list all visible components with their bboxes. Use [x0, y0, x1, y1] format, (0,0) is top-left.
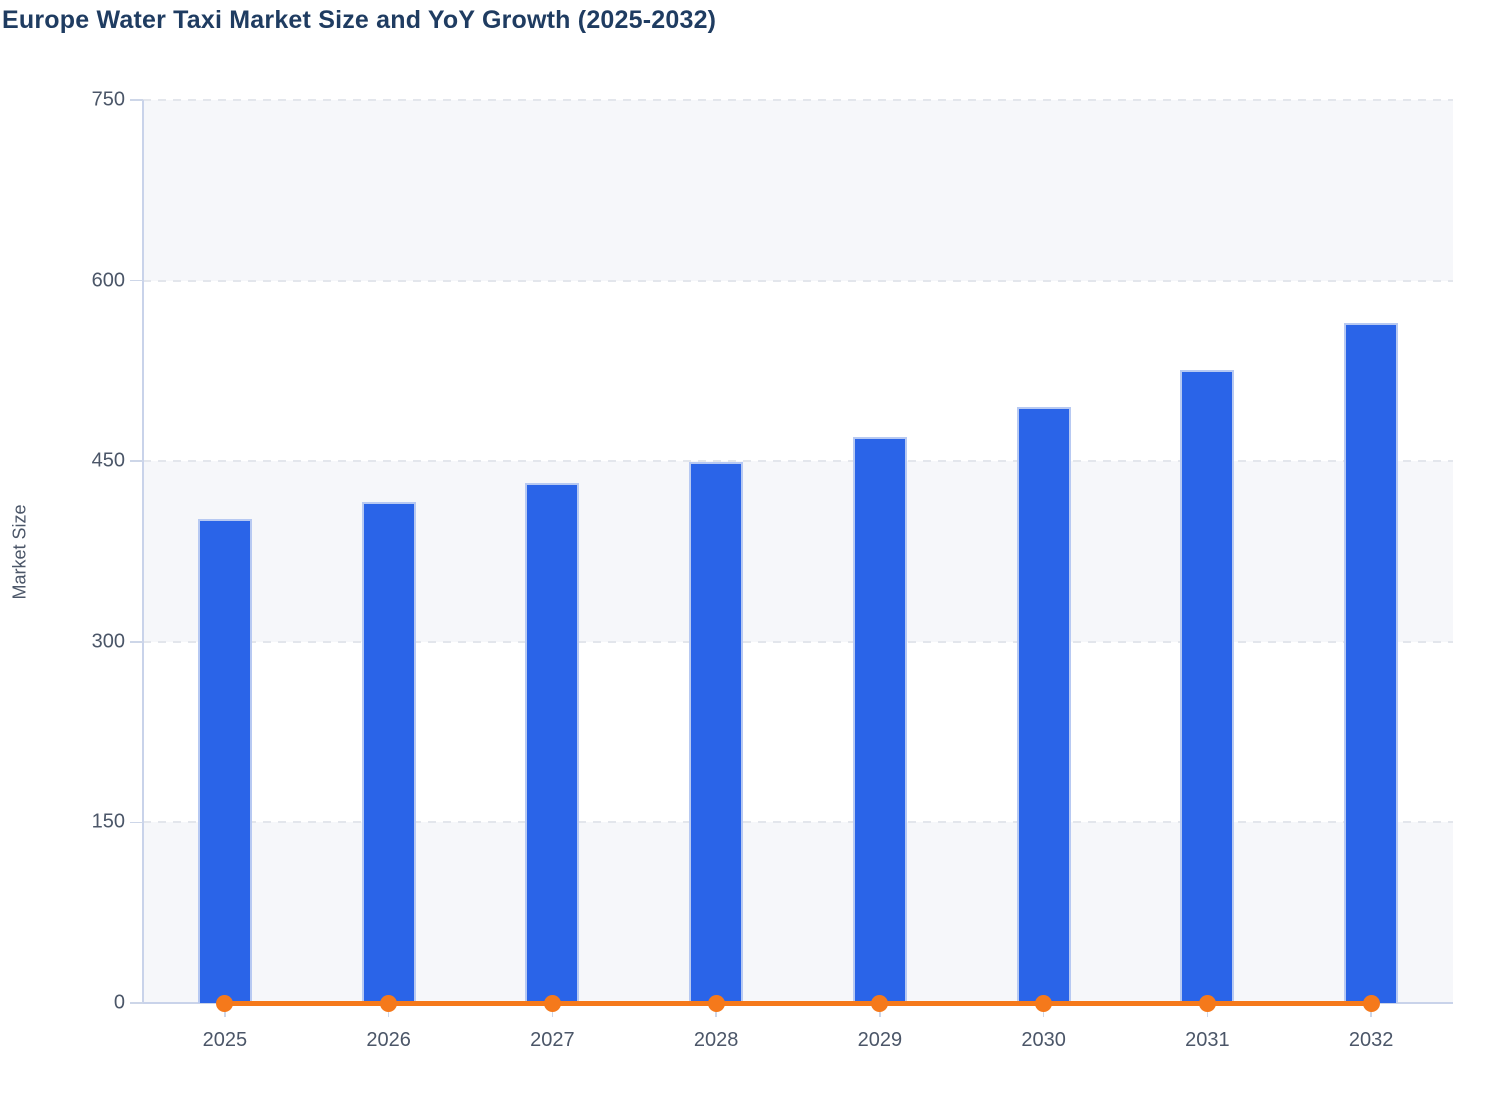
y-tick-label: 300: [91, 630, 125, 653]
yoy-point-2031[interactable]: [1198, 994, 1216, 1012]
gridline: [143, 640, 1453, 643]
bar-2028[interactable]: [689, 462, 744, 1003]
bar-2025[interactable]: [197, 518, 252, 1003]
y-tick-label: 150: [91, 810, 125, 833]
x-tick-label: 2028: [693, 1029, 739, 1051]
y-axis-title: Market Size: [9, 504, 30, 600]
yoy-point-2027[interactable]: [543, 994, 561, 1012]
bar-2032[interactable]: [1344, 322, 1399, 1003]
plot-band: [143, 822, 1453, 1003]
y-tick: [130, 1002, 143, 1004]
yoy-point-2028[interactable]: [707, 994, 725, 1012]
y-tick: [130, 460, 143, 462]
y-axis-line: [142, 100, 144, 1003]
yoy-point-2030[interactable]: [1035, 994, 1053, 1012]
yoy-point-2026[interactable]: [380, 994, 398, 1012]
yoy-point-2029[interactable]: [871, 994, 889, 1012]
y-tick-label: 0: [113, 991, 125, 1014]
x-tick-label: 2031: [1185, 1029, 1230, 1051]
gridline: [143, 99, 1453, 101]
yoy-growth-line[interactable]: [224, 1000, 1372, 1006]
bar-2026[interactable]: [361, 502, 416, 1003]
y-tick-label: 450: [91, 449, 125, 472]
chart-title: Europe Water Taxi Market Size and YoY Gr…: [2, 6, 717, 34]
bar-2027[interactable]: [525, 482, 580, 1003]
x-tick-label: 2030: [1021, 1029, 1066, 1051]
gridline: [143, 279, 1453, 282]
y-tick: [130, 641, 143, 643]
x-tick-label: 2029: [857, 1029, 903, 1051]
plot-band: [143, 280, 1453, 462]
plot-band: [143, 461, 1453, 642]
x-tick-label: 2026: [366, 1029, 411, 1051]
gridline: [143, 460, 1453, 463]
gridline: [143, 821, 1453, 824]
x-tick-label: 2027: [530, 1029, 575, 1051]
plot-band: [143, 641, 1453, 823]
bar-2030[interactable]: [1016, 407, 1071, 1003]
x-tick-label: 2032: [1348, 1029, 1394, 1051]
yoy-point-2025[interactable]: [216, 994, 234, 1012]
plot-band: [143, 100, 1453, 281]
y-tick-label: 750: [91, 88, 125, 111]
y-tick: [130, 279, 143, 282]
x-tick-label: 2025: [202, 1029, 248, 1051]
bar-2031[interactable]: [1180, 369, 1235, 1003]
yoy-point-2032[interactable]: [1362, 994, 1380, 1012]
bar-2029[interactable]: [852, 437, 907, 1003]
y-tick: [130, 99, 143, 101]
y-tick: [130, 821, 143, 824]
y-tick-label: 600: [91, 269, 125, 292]
